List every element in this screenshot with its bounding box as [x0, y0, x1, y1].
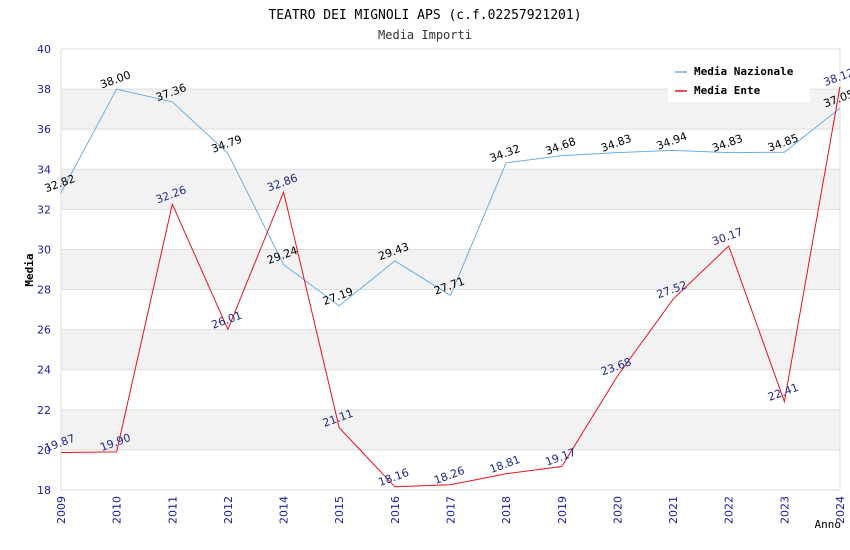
y-axis-ticks: 18 20 22 24 26 28 30 32 34 36 38 40 — [37, 43, 51, 497]
chart-title: TEATRO DEI MIGNOLI APS (c.f.02257921201) — [268, 8, 581, 23]
grid-band — [61, 129, 840, 170]
x-axis-ticks: 2009 2010 2011 2012 2014 2015 2016 2017 2018 2019… — [55, 496, 847, 524]
grid-band — [61, 249, 840, 290]
y-tick-label: 34 — [37, 163, 51, 176]
y-axis-title: Media — [23, 253, 36, 286]
series-line-media-nazionale — [60, 88, 841, 307]
y-tick-label: 40 — [37, 43, 51, 56]
x-tick-label: 2015 — [333, 496, 346, 524]
y-tick-label: 38 — [37, 83, 51, 96]
y-tick-label: 36 — [37, 123, 51, 136]
legend-label-media-nazionale: Media Nazionale — [694, 65, 794, 78]
x-tick-label: 2014 — [278, 496, 291, 524]
y-tick-label: 20 — [37, 444, 51, 457]
y-tick-label: 18 — [37, 484, 51, 497]
grid-band — [61, 449, 840, 490]
x-tick-label: 2021 — [667, 496, 680, 524]
x-tick-label: 2022 — [723, 496, 736, 524]
y-tick-label: 26 — [37, 324, 51, 337]
series-lines — [60, 86, 841, 488]
grid-band — [61, 369, 840, 410]
legend-box — [668, 58, 810, 102]
x-tick-label: 2010 — [111, 496, 124, 524]
x-tick-label: 2024 — [834, 496, 847, 524]
grid-band — [61, 329, 840, 370]
grid-band — [61, 289, 840, 330]
legend-label-media-ente: Media Ente — [694, 84, 761, 97]
legend: Media Nazionale Media Ente — [668, 58, 810, 102]
x-tick-label: 2018 — [500, 496, 513, 524]
grid-band — [61, 169, 840, 210]
x-tick-label: 2017 — [445, 496, 458, 524]
chart-subtitle: Media Importi — [378, 28, 472, 42]
x-tick-label: 2012 — [222, 496, 235, 524]
y-tick-label: 22 — [37, 404, 51, 417]
x-tick-label: 2009 — [55, 496, 68, 524]
grid-lines — [60, 48, 841, 491]
series-line-media-ente — [60, 86, 841, 488]
grid-band — [61, 409, 840, 450]
y-tick-label: 32 — [37, 203, 51, 216]
x-tick-label: 2023 — [778, 496, 791, 524]
y-tick-label: 30 — [37, 243, 51, 256]
grid-bands — [61, 49, 840, 490]
x-tick-label: 2019 — [556, 496, 569, 524]
x-tick-label: 2020 — [611, 496, 624, 524]
y-tick-label: 28 — [37, 284, 51, 297]
y-tick-label: 24 — [37, 364, 51, 377]
grid-band — [61, 209, 840, 250]
x-tick-label: 2016 — [389, 496, 402, 524]
x-tick-label: 2011 — [166, 496, 179, 524]
x-axis-title: Anno — [815, 518, 842, 531]
